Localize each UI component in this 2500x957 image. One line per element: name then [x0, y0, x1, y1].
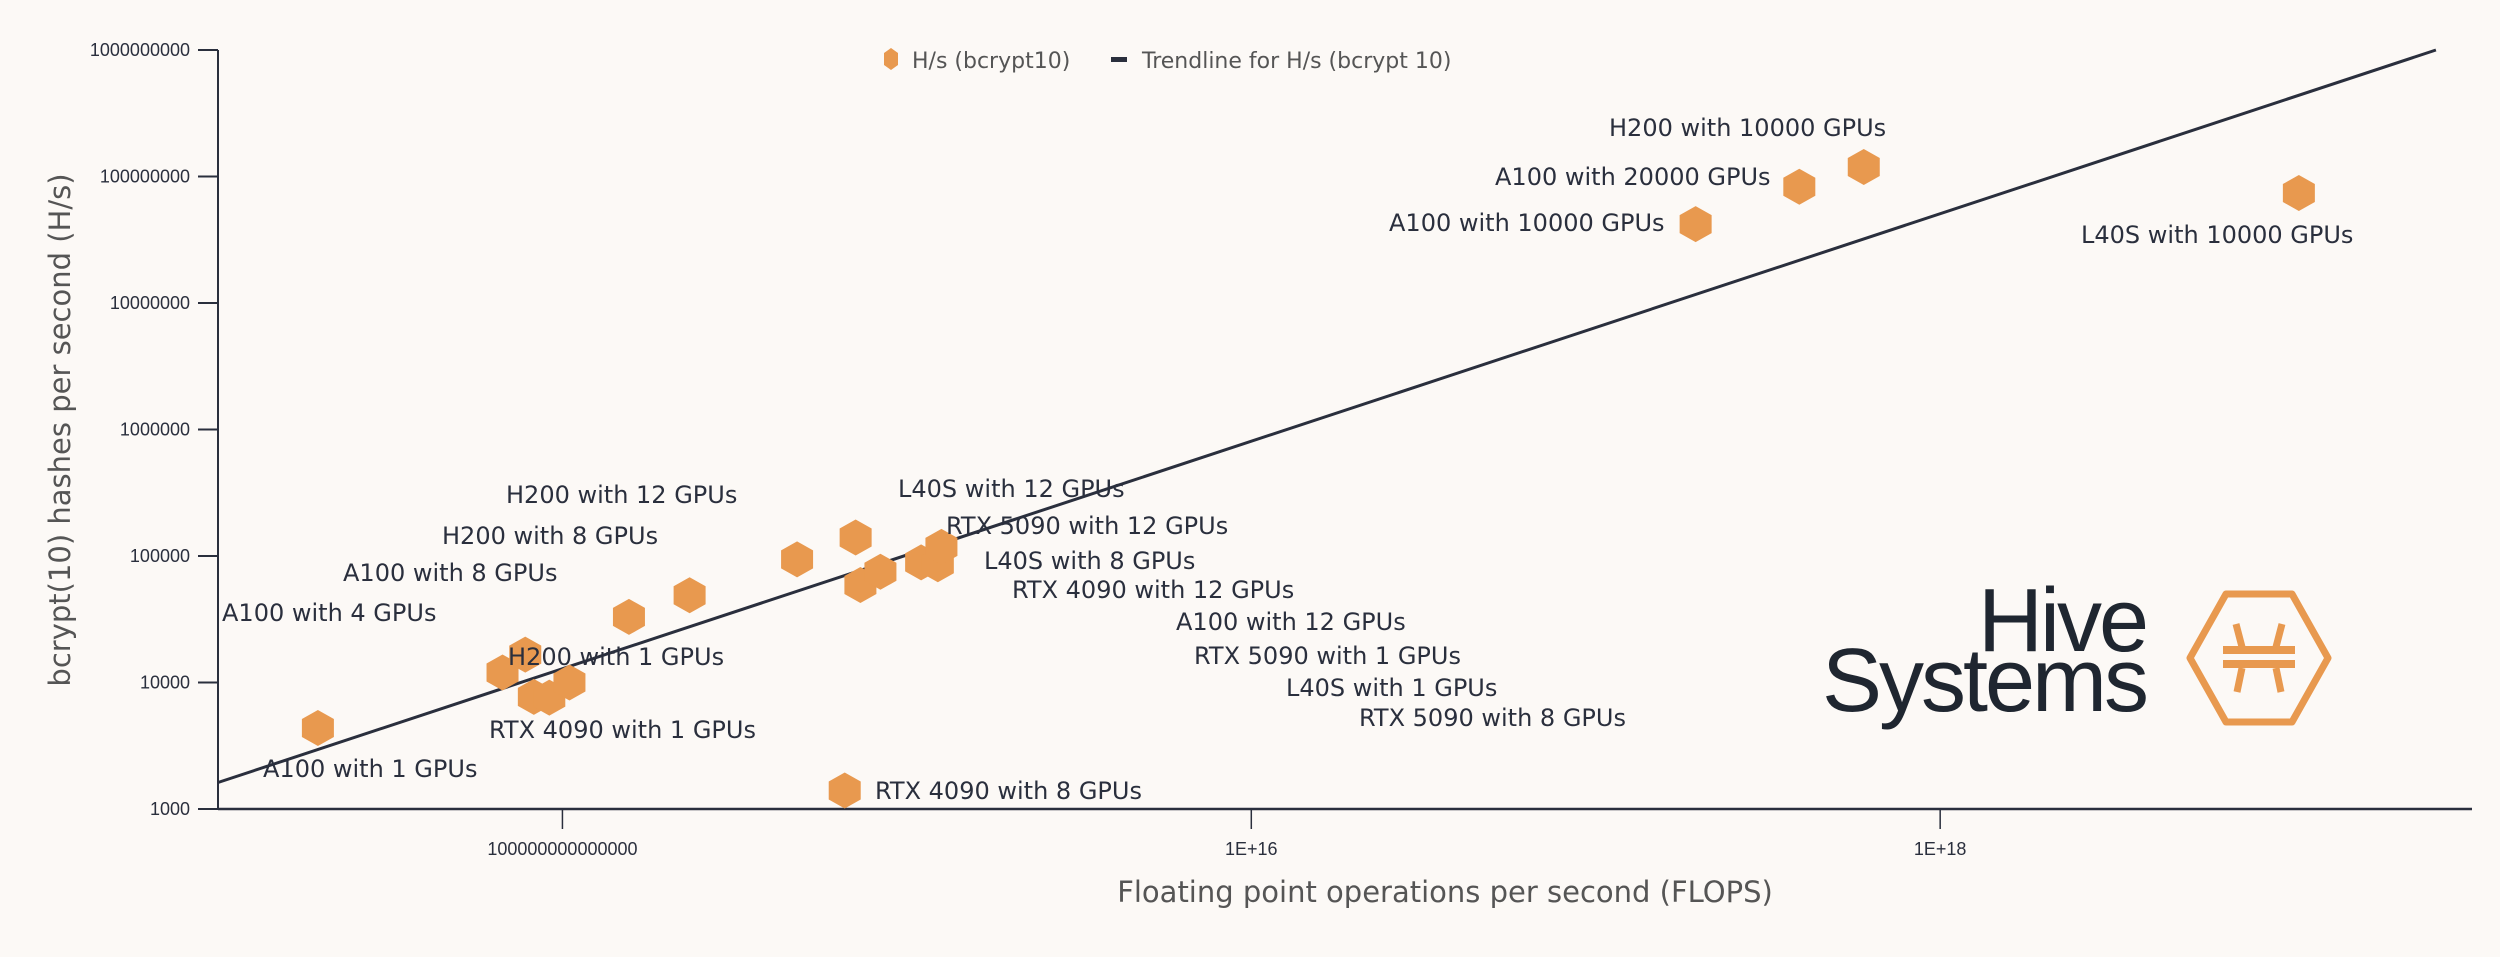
- legend-line-icon: [1111, 57, 1127, 62]
- data-label: A100 with 4 GPUs: [222, 599, 436, 627]
- labels-layer: A100 with 1 GPUs A100 with 4 GPUs H200 wit…: [222, 114, 2353, 805]
- data-label: A100 with 8 GPUs: [343, 559, 557, 587]
- legend: H/s (bcrypt10) Trendline for H/s (bcrypt…: [884, 48, 1451, 74]
- y-tick-label: 100000: [130, 546, 190, 566]
- data-point: [486, 654, 519, 691]
- data-label: H200 with 1 GPUs: [508, 643, 724, 671]
- data-point: [553, 664, 586, 701]
- data-point: [673, 577, 706, 614]
- data-label: RTX 5090 with 1 GPUs: [1194, 642, 1461, 670]
- data-label: RTX 5090 with 12 GPUs: [946, 512, 1228, 540]
- data-label: L40S with 12 GPUs: [898, 475, 1125, 503]
- trendline: [217, 48, 2437, 784]
- data-label: L40S with 8 GPUs: [984, 547, 1195, 575]
- legend-hexagon-icon: [884, 48, 898, 70]
- data-label: A100 with 12 GPUs: [1176, 608, 1406, 636]
- y-tick-label: 100000000: [100, 167, 190, 187]
- data-point: [781, 541, 814, 578]
- trendline-layer: [217, 48, 2437, 784]
- data-point: [1783, 168, 1816, 205]
- y-tick-label: 10000: [140, 673, 190, 693]
- data-label: RTX 4090 with 8 GPUs: [875, 777, 1142, 805]
- y-axis-title: bcrypt(10) hashes per second (H/s): [43, 173, 77, 686]
- data-point: [864, 553, 897, 590]
- data-point: [828, 772, 861, 809]
- x-tick-label: 100000000000000: [487, 839, 637, 859]
- x-tick-label: 1E+16: [1225, 839, 1278, 859]
- data-label: H200 with 8 GPUs: [442, 522, 658, 550]
- data-label: RTX 4090 with 12 GPUs: [1012, 576, 1294, 604]
- logo-text-hive: Hive: [1978, 571, 2146, 671]
- data-label: RTX 5090 with 8 GPUs: [1359, 704, 1626, 732]
- data-label: H200 with 12 GPUs: [506, 481, 737, 509]
- logo-text-systems: Systems: [1822, 631, 2146, 731]
- data-label: A100 with 20000 GPUs: [1495, 163, 1771, 191]
- hive-systems-logo: Hive Systems: [1822, 571, 2332, 731]
- legend-trendline-label: Trendline for H/s (bcrypt 10): [1141, 49, 1451, 74]
- data-point: [839, 519, 872, 556]
- y-tick-label: 1000: [150, 799, 190, 819]
- data-label: L40S with 1 GPUs: [1286, 674, 1497, 702]
- data-label: A100 with 10000 GPUs: [1389, 209, 1665, 237]
- data-label: L40S with 10000 GPUs: [2081, 221, 2353, 249]
- y-tick-label: 10000000: [110, 293, 190, 313]
- legend-points-label: H/s (bcrypt10): [912, 49, 1070, 74]
- axes: 1000 10000 100000 1000000 10000000 100000000 1…: [90, 40, 2472, 859]
- points-layer: [301, 148, 2315, 809]
- data-point: [301, 709, 334, 746]
- data-point: [925, 528, 958, 565]
- data-label: A100 with 1 GPUs: [263, 755, 477, 783]
- data-point: [1847, 148, 1880, 185]
- data-label: H200 with 10000 GPUs: [1609, 114, 1886, 142]
- data-label: RTX 4090 with 1 GPUs: [489, 716, 756, 744]
- y-tick-label: 1000000: [120, 420, 190, 440]
- data-point: [612, 598, 645, 635]
- data-point: [2282, 175, 2315, 212]
- y-tick-label: 1000000000: [90, 40, 190, 60]
- data-point: [1679, 206, 1712, 243]
- x-axis-title: Floating point operations per second (FL…: [1117, 875, 1773, 909]
- x-tick-label: 1E+18: [1914, 839, 1967, 859]
- hive-hexagon-icon: [2186, 590, 2332, 726]
